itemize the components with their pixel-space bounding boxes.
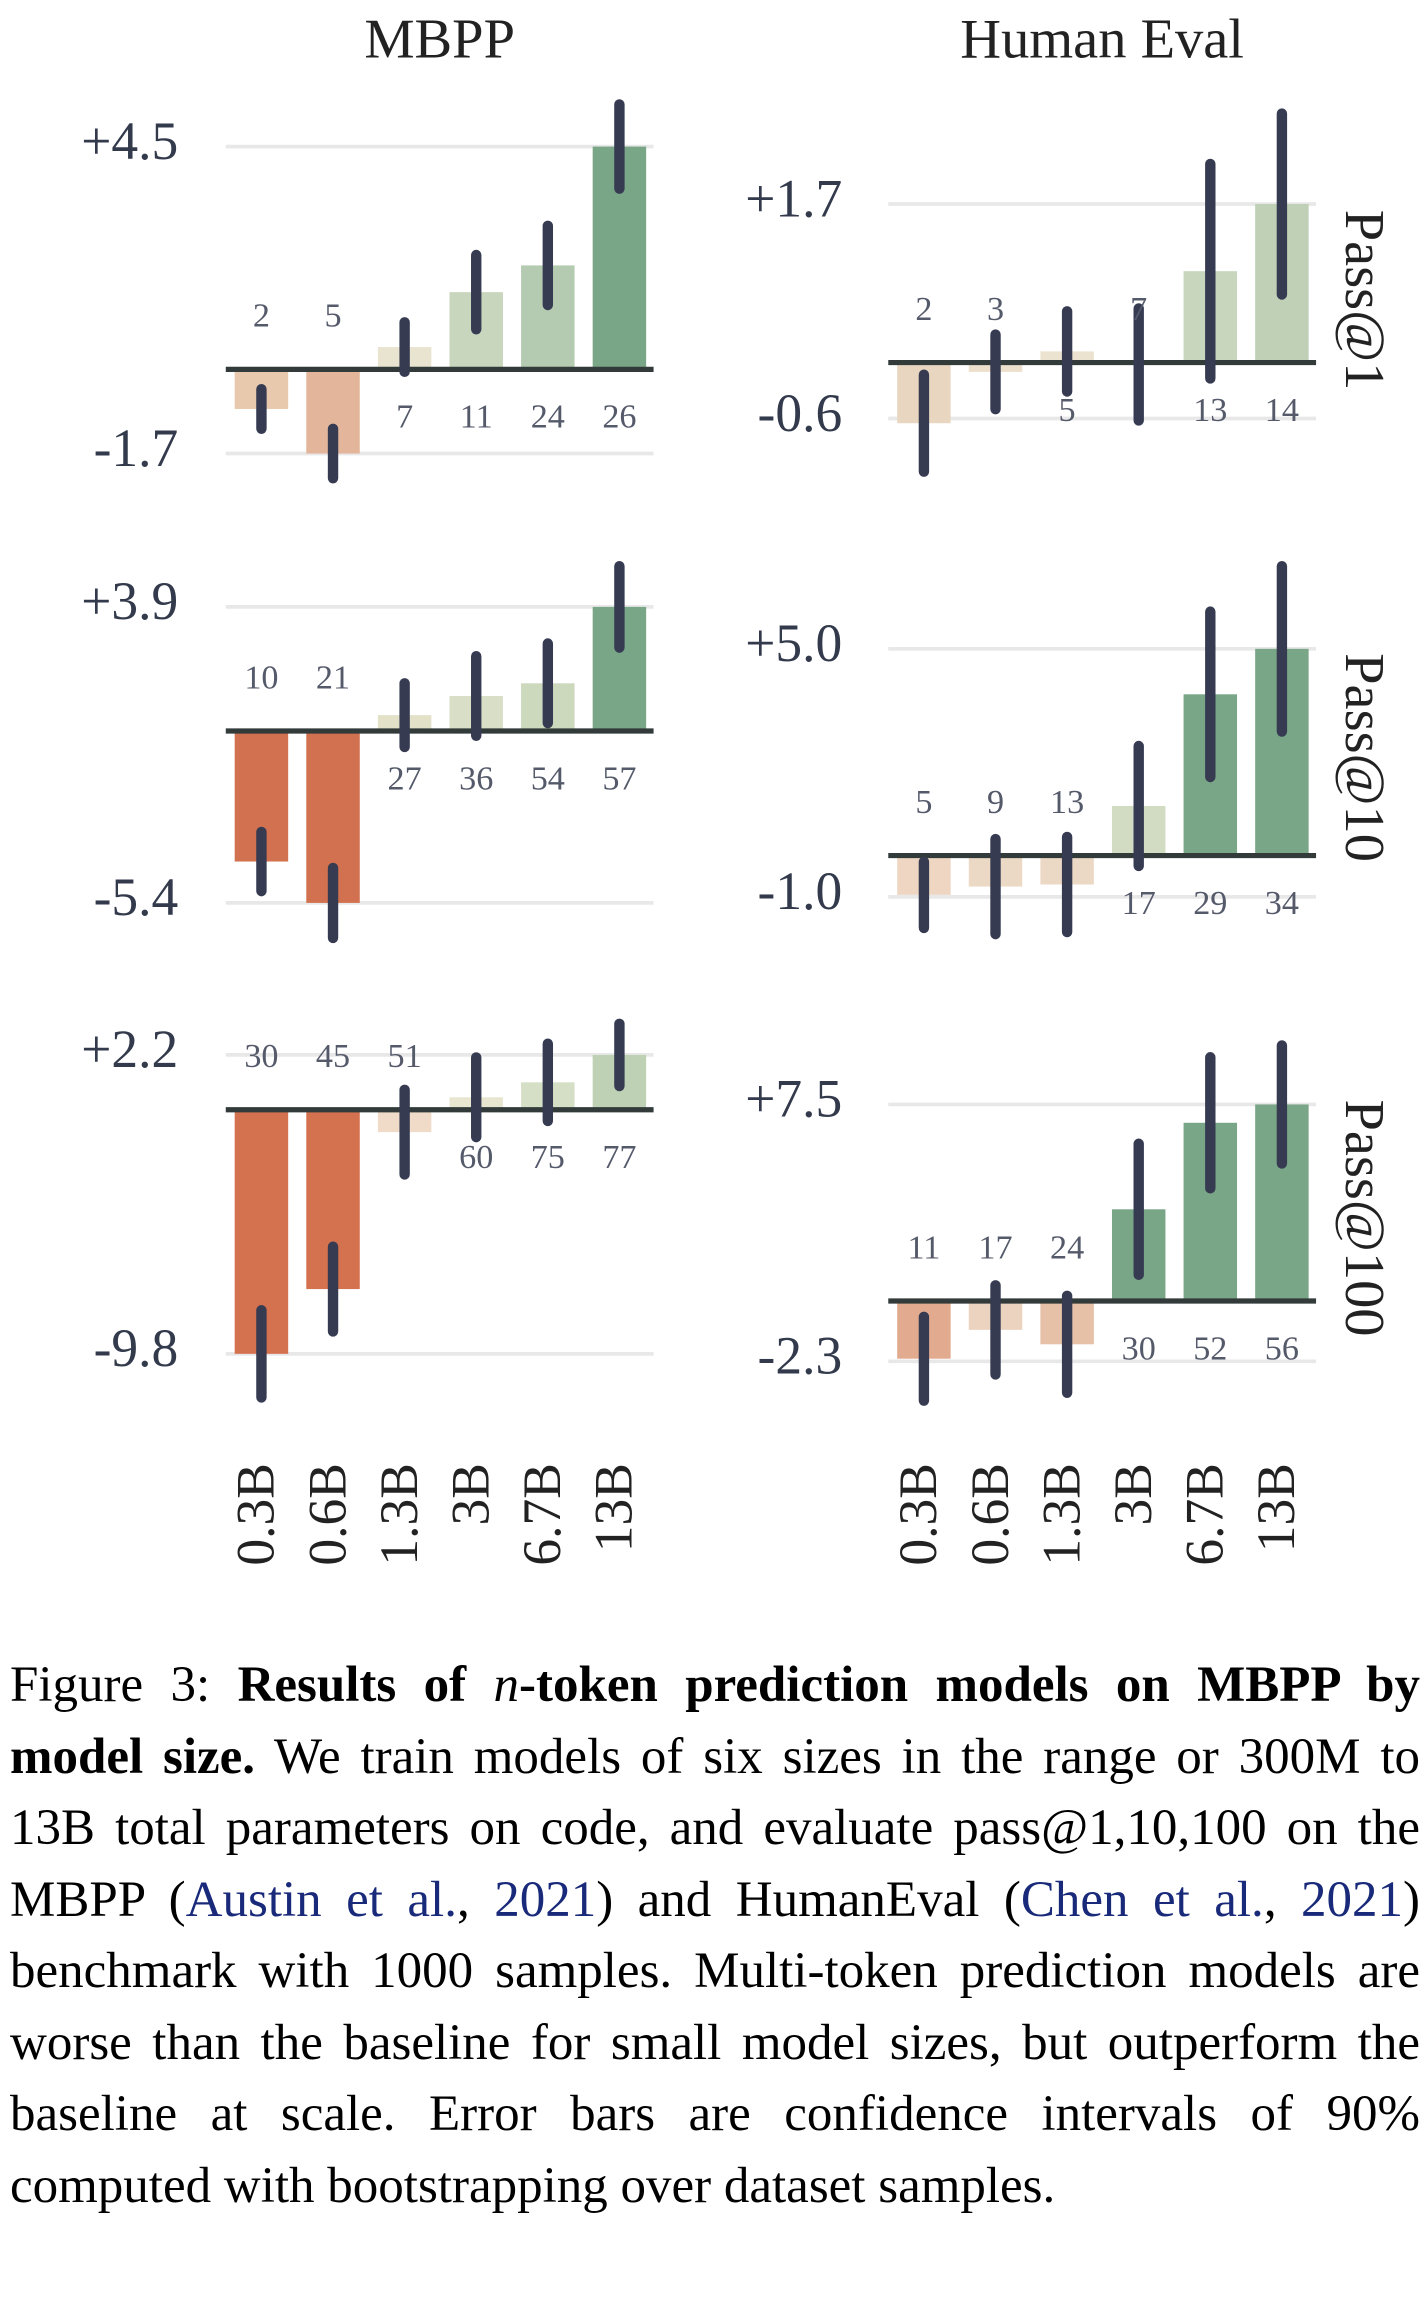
annotation: 21 bbox=[316, 659, 350, 696]
annotation: 26 bbox=[602, 399, 636, 436]
annotation: 2 bbox=[253, 298, 270, 335]
caption-text: ) benchmark with 1000 samples. Multi-tok… bbox=[10, 1871, 1421, 2214]
caption-text: , bbox=[1263, 1871, 1302, 1928]
annotation: 30 bbox=[1122, 1330, 1156, 1367]
y-tick-label: +3.9 bbox=[81, 571, 178, 631]
citation[interactable]: 2021 bbox=[1301, 1871, 1404, 1928]
panel-title: MBPP bbox=[364, 9, 515, 71]
citation[interactable]: Austin et al. bbox=[185, 1871, 457, 1928]
annotation: 9 bbox=[987, 784, 1004, 821]
annotation: 3 bbox=[987, 291, 1004, 328]
x-tick-label: 13B bbox=[584, 1463, 644, 1552]
annotation: 11 bbox=[907, 1229, 940, 1266]
annotation: 77 bbox=[602, 1139, 636, 1176]
caption: Figure 3: Results of n-token prediction … bbox=[10, 1650, 1420, 2222]
x-tick-label: 6.7B bbox=[512, 1463, 572, 1566]
annotation: 5 bbox=[324, 298, 341, 335]
y-tick-label: -9.8 bbox=[94, 1318, 179, 1378]
annotation: 7 bbox=[1130, 291, 1147, 328]
panel-title: Human Eval bbox=[960, 9, 1244, 71]
annotation: 7 bbox=[396, 399, 413, 436]
annotation: 5 bbox=[915, 784, 932, 821]
annotation: 51 bbox=[388, 1038, 422, 1075]
annotation: 52 bbox=[1193, 1330, 1227, 1367]
citation[interactable]: Chen et al. bbox=[1020, 1871, 1264, 1928]
annotation: 36 bbox=[459, 760, 493, 797]
annotation: 24 bbox=[1050, 1229, 1084, 1266]
annotation: 27 bbox=[388, 760, 422, 797]
annotation: 34 bbox=[1265, 885, 1299, 922]
annotation: 17 bbox=[1122, 885, 1156, 922]
annotation: 17 bbox=[978, 1229, 1012, 1266]
annotation: 45 bbox=[316, 1038, 350, 1075]
annotation: 30 bbox=[244, 1038, 278, 1075]
annotation: 11 bbox=[460, 399, 493, 436]
x-tick-label: 13B bbox=[1246, 1463, 1306, 1552]
y-tick-label: +7.5 bbox=[745, 1069, 842, 1129]
row-label: Pass@1 bbox=[1333, 210, 1395, 391]
row-label: Pass@10 bbox=[1333, 653, 1395, 862]
x-tick-label: 0.6B bbox=[960, 1463, 1020, 1566]
y-tick-label: -1.7 bbox=[94, 418, 179, 478]
x-tick-label: 0.3B bbox=[226, 1463, 286, 1566]
annotation: 29 bbox=[1193, 885, 1227, 922]
row-label: Pass@100 bbox=[1333, 1100, 1395, 1337]
x-tick-label: 1.3B bbox=[369, 1463, 429, 1566]
caption-text: ) and HumanEval ( bbox=[596, 1871, 1021, 1928]
x-tick-label: 6.7B bbox=[1175, 1463, 1235, 1566]
annotation: 54 bbox=[531, 760, 565, 797]
y-tick-label: -5.4 bbox=[94, 867, 179, 927]
annotation: 24 bbox=[531, 399, 565, 436]
y-tick-label: +5.0 bbox=[745, 613, 842, 673]
y-tick-label: +4.5 bbox=[81, 111, 178, 171]
annotation: 13 bbox=[1050, 784, 1084, 821]
x-tick-label: 3B bbox=[440, 1463, 500, 1525]
annotation: 13 bbox=[1193, 392, 1227, 429]
caption-math: n bbox=[493, 1657, 520, 1713]
caption-bold: -token prediction models on MBPP by mode… bbox=[10, 1657, 1420, 1785]
y-tick-label: -0.6 bbox=[758, 383, 843, 443]
y-tick-label: -2.3 bbox=[758, 1326, 843, 1386]
citation[interactable]: 2021 bbox=[494, 1871, 597, 1928]
y-tick-label: +1.7 bbox=[745, 168, 842, 228]
annotation: 57 bbox=[602, 760, 636, 797]
annotation: 75 bbox=[531, 1139, 565, 1176]
annotation: 60 bbox=[459, 1139, 493, 1176]
y-tick-label: -1.0 bbox=[758, 861, 843, 921]
annotation: 56 bbox=[1265, 1330, 1299, 1367]
y-tick-label: +2.2 bbox=[81, 1019, 178, 1079]
caption-label: Figure 3: bbox=[10, 1657, 238, 1713]
annotation: 5 bbox=[1059, 392, 1076, 429]
x-tick-label: 3B bbox=[1103, 1463, 1163, 1525]
x-tick-label: 1.3B bbox=[1031, 1463, 1091, 1566]
annotation: 2 bbox=[915, 291, 932, 328]
annotation: 14 bbox=[1265, 392, 1299, 429]
x-tick-label: 0.6B bbox=[297, 1463, 357, 1566]
x-tick-label: 0.3B bbox=[888, 1463, 948, 1566]
caption-bold: Results of bbox=[237, 1657, 494, 1713]
caption-text: , bbox=[456, 1871, 495, 1928]
annotation: 10 bbox=[244, 659, 278, 696]
caption-text: We train models of six sizes in the rang… bbox=[10, 1728, 1420, 1928]
